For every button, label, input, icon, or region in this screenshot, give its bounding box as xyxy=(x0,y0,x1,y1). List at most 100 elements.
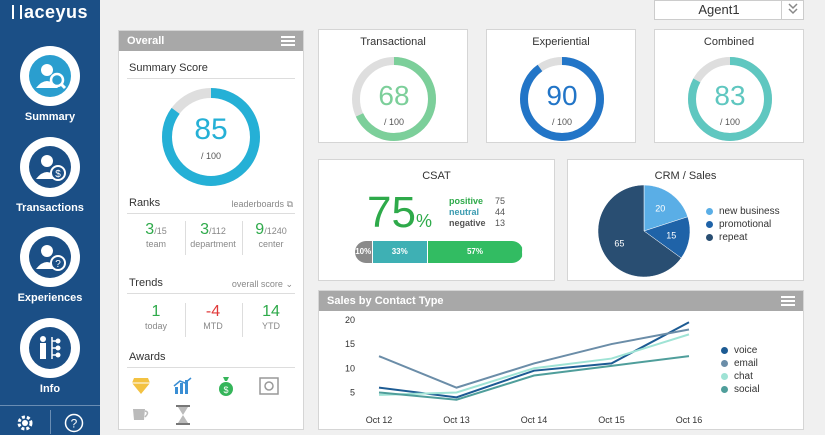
x-tick-label: Oct 15 xyxy=(598,415,625,425)
nav-item-info[interactable]: Info xyxy=(0,318,100,395)
help-icon[interactable]: ? xyxy=(63,412,85,434)
divider xyxy=(127,78,295,79)
score-max: / 100 xyxy=(383,117,405,127)
leaderboards-link[interactable]: leaderboards ⧉ xyxy=(232,199,294,210)
csat-value-positive: 75 xyxy=(495,196,506,206)
pie-slice-label: 65 xyxy=(614,239,624,249)
safe-award-icon[interactable] xyxy=(259,377,279,395)
rank-total: /112 xyxy=(209,226,226,236)
svg-text:?: ? xyxy=(55,259,61,270)
csat-value: 75% xyxy=(367,188,432,238)
summary-score-value: 85 xyxy=(194,113,228,146)
gauge-fill xyxy=(162,88,260,186)
divider xyxy=(242,221,243,255)
legend-label: voice xyxy=(734,345,758,356)
divider xyxy=(242,303,243,337)
summary-score-title: Summary Score xyxy=(129,62,208,74)
combined-gauge xyxy=(688,57,772,141)
transactional-gauge xyxy=(352,57,436,141)
trends-metric-select[interactable]: overall score ⌄ xyxy=(232,279,293,290)
legend-item: new business xyxy=(706,206,780,217)
experiential-card: Experiential 90 / 100 xyxy=(486,29,636,143)
pie-slice xyxy=(597,184,682,278)
card-title: CRM / Sales xyxy=(654,170,717,182)
coffee-cup-award-icon[interactable] xyxy=(131,405,151,423)
legend-dot xyxy=(706,221,713,228)
card-title: CSAT xyxy=(422,170,451,182)
csat-bar-segment: 33% xyxy=(372,241,428,263)
diamond-award-icon[interactable] xyxy=(131,377,151,395)
csat-stacked-bar: 10% 33% 57% xyxy=(355,241,523,263)
trend-value: 1 xyxy=(151,303,161,320)
overall-panel: Overall Summary Score 85 / 100 Ranks lea… xyxy=(118,30,304,430)
x-tick-label: Oct 16 xyxy=(676,415,703,425)
gauge-fill xyxy=(520,57,604,141)
trend-today: 1 today xyxy=(129,303,183,331)
csat-value-neutral: 44 xyxy=(495,207,506,217)
crm-pie-chart: 20 15 65 xyxy=(597,184,691,278)
series-line-chat xyxy=(378,333,690,396)
nav-item-experiences[interactable]: ? Experiences xyxy=(0,227,100,304)
rank-center: 9/1240 center xyxy=(243,221,299,249)
transactional-card: Transactional 68 / 100 xyxy=(318,29,468,143)
pie-slice xyxy=(643,184,689,232)
overall-panel-header: Overall xyxy=(119,31,303,51)
money-bag-award-icon[interactable]: $ xyxy=(217,375,235,397)
legend-dot xyxy=(721,347,728,354)
csat-percent: 75 xyxy=(367,188,416,237)
agent-select[interactable]: Agent1 xyxy=(654,0,804,20)
sales-legend: voice email chat social xyxy=(721,345,760,397)
legend-dot xyxy=(721,360,728,367)
legend-dot xyxy=(706,208,713,215)
legend-dot xyxy=(721,373,728,380)
ranks-title: Ranks xyxy=(129,197,161,209)
divider xyxy=(127,367,295,368)
y-tick-label: 10 xyxy=(345,363,355,373)
legend-label: new business xyxy=(719,206,780,217)
score-value: 90 xyxy=(546,80,578,111)
svg-text:$: $ xyxy=(223,385,228,395)
legend-label: email xyxy=(734,358,758,369)
x-tick-label: Oct 12 xyxy=(366,415,393,425)
nav-item-transactions[interactable]: $ Transactions xyxy=(0,137,100,214)
nav-item-summary[interactable]: Summary xyxy=(0,46,100,123)
csat-card: CSAT 75% positive neutral negative 75 44… xyxy=(318,159,555,281)
gauge-fill xyxy=(352,57,436,141)
y-tick-label: 5 xyxy=(350,387,355,397)
csat-value-negative: 13 xyxy=(495,218,506,228)
trends-metric-label: overall score xyxy=(231,279,283,289)
nav-label: Summary xyxy=(24,111,76,123)
card-title: Experiential xyxy=(532,36,590,48)
divider xyxy=(127,213,295,214)
panel-title: Sales by Contact Type xyxy=(327,295,444,307)
csat-label-positive: positive xyxy=(449,196,484,206)
divider xyxy=(185,221,186,255)
divider xyxy=(185,303,186,337)
sales-line-chart: 5 10 15 20 Oct 12 Oct 13 Oct 14 Oct 15 Oct 16 xyxy=(345,315,703,425)
trend-label: today xyxy=(144,321,168,331)
legend-label: social xyxy=(734,384,760,395)
csat-label-neutral: neutral xyxy=(449,207,480,217)
sales-panel-header: Sales by Contact Type xyxy=(319,291,803,311)
chevron-down-icon[interactable] xyxy=(781,1,803,19)
rank-label: department xyxy=(190,239,236,249)
experiential-gauge xyxy=(520,57,604,141)
logo-mark-icon xyxy=(12,5,22,19)
score-value: 68 xyxy=(378,80,410,111)
divider xyxy=(127,293,295,294)
menu-icon[interactable] xyxy=(281,36,295,46)
info-icon xyxy=(20,318,80,378)
hourglass-award-icon[interactable] xyxy=(175,405,191,425)
trend-mtd: -4 MTD xyxy=(185,303,241,331)
gear-icon[interactable] xyxy=(14,412,36,434)
rank-value: 3 xyxy=(145,221,155,238)
legend-item: repeat xyxy=(706,232,780,243)
nav-label: Experiences xyxy=(17,292,83,304)
nav-label: Info xyxy=(39,383,61,395)
csat-bar-segment: 57% xyxy=(427,241,523,263)
csat-label-negative: negative xyxy=(449,218,486,228)
x-tick-label: Oct 14 xyxy=(521,415,548,425)
legend-item: social xyxy=(721,384,760,395)
bar-chart-award-icon[interactable] xyxy=(173,377,193,395)
menu-icon[interactable] xyxy=(781,296,795,306)
